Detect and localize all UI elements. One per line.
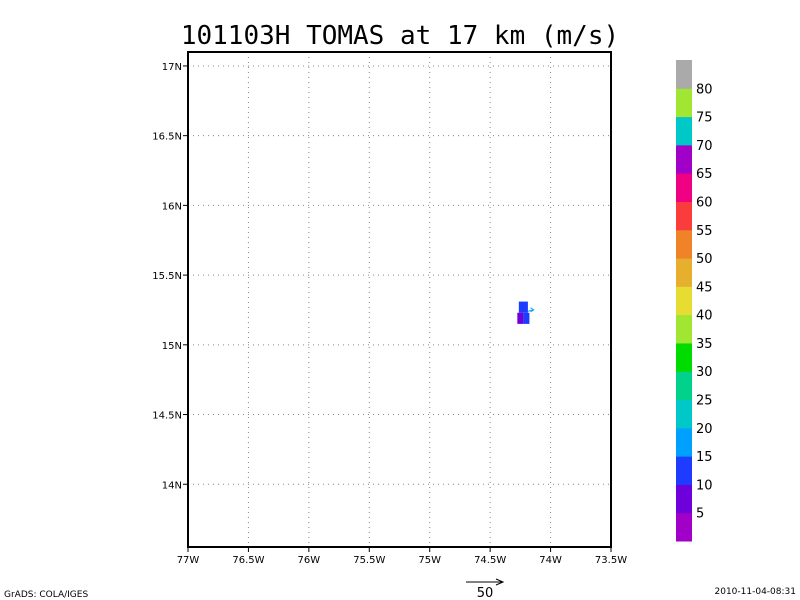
y-tick-label: 15.5N: [152, 271, 182, 282]
colorbar-swatch: [676, 229, 692, 259]
footer-left: GrADS: COLA/IGES: [4, 590, 88, 600]
colorbar-swatch: [676, 201, 692, 231]
colorbar: 5 10 15 20 25 30 35 40 45 50 55 60 65 70 75 80: [676, 60, 713, 542]
y-tick-label: 16N: [162, 201, 182, 212]
colorbar-swatch: [676, 456, 692, 485]
data-cell: [517, 312, 524, 324]
y-axis-ticks: 14N 14.5N 15N 15.5N 16N 16.5N 17N: [152, 62, 188, 491]
data-cell: [523, 312, 530, 324]
y-tick-label: 16.5N: [152, 132, 182, 143]
colorbar-label: 10: [696, 478, 713, 493]
x-tick-label: 76.5W: [232, 555, 264, 566]
colorbar-label: 40: [696, 309, 713, 324]
wind-vector-head: [530, 307, 535, 313]
colorbar-swatch: [676, 427, 692, 457]
x-tick-label: 75W: [418, 555, 441, 566]
colorbar-swatch: [676, 371, 692, 401]
x-tick-label: 74W: [539, 555, 562, 566]
colorbar-label: 25: [696, 394, 713, 409]
colorbar-swatch: [676, 173, 692, 202]
footer-right: 2010-11-04-08:31: [715, 587, 797, 597]
colorbar-swatch: [676, 512, 692, 542]
plot-frame: [187, 51, 612, 548]
colorbar-swatch: [676, 342, 692, 372]
x-tick-label: 73.5W: [595, 555, 627, 566]
colorbar-label: 5: [696, 507, 704, 522]
reference-vector: 50: [466, 578, 505, 600]
y-tick-label: 14.5N: [152, 411, 182, 422]
data-cell: [518, 301, 528, 313]
colorbar-label: 35: [696, 337, 713, 352]
colorbar-swatch: [676, 144, 692, 174]
x-axis-ticks: 77W 76.5W 76W 75.5W 75W 74.5W 74W 73.5W: [177, 547, 627, 566]
reference-vector-label: 50: [477, 586, 494, 600]
chart-title: 101103H TOMAS at 17 km (m/s): [181, 21, 619, 51]
grid-lines: [187, 52, 612, 547]
colorbar-label: 20: [696, 422, 713, 437]
colorbar-label: 15: [696, 450, 713, 465]
colorbar-swatch: [676, 116, 692, 146]
colorbar-swatch: [676, 258, 692, 287]
colorbar-swatch: [676, 399, 692, 429]
colorbar-swatch: [676, 88, 692, 118]
y-tick-label: 17N: [162, 62, 182, 73]
colorbar-swatch: [676, 286, 692, 316]
x-tick-label: 77W: [177, 555, 200, 566]
colorbar-label: 60: [696, 195, 713, 210]
colorbar-label: 30: [696, 365, 713, 380]
y-tick-label: 14N: [162, 480, 182, 491]
wind-vectors: [527, 307, 535, 313]
colorbar-label: 50: [696, 252, 713, 267]
colorbar-label: 80: [696, 82, 713, 97]
colorbar-label: 70: [696, 139, 713, 154]
y-tick-label: 15N: [162, 341, 182, 352]
colorbar-swatch: [676, 314, 692, 344]
colorbar-label: 65: [696, 167, 713, 182]
colorbar-label: 75: [696, 111, 713, 126]
colorbar-label: 45: [696, 280, 713, 295]
colorbar-swatch: [676, 60, 692, 89]
x-tick-label: 76W: [298, 555, 321, 566]
x-tick-label: 75.5W: [353, 555, 385, 566]
colorbar-swatch: [676, 484, 692, 514]
data-cells: [517, 301, 530, 324]
reference-vector-arrowhead: [495, 578, 505, 586]
x-tick-label: 74.5W: [474, 555, 506, 566]
colorbar-label: 55: [696, 224, 713, 239]
